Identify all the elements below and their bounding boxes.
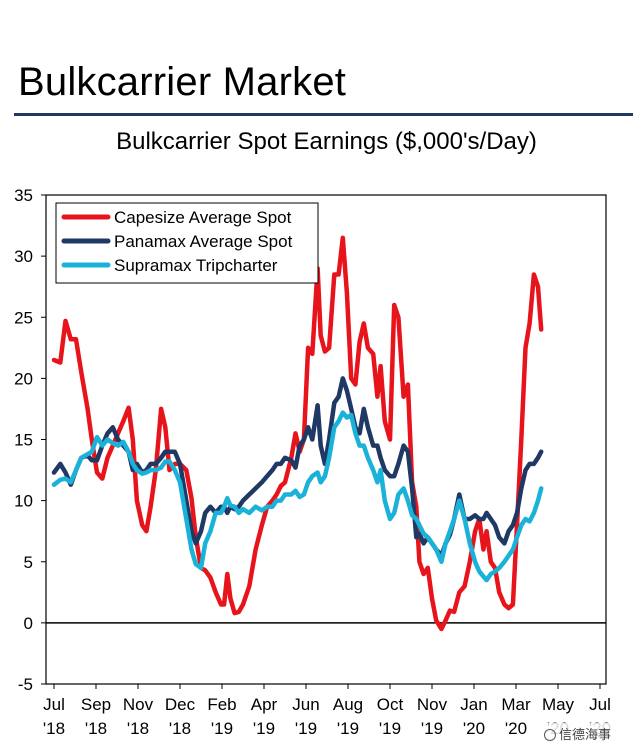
x-tick-label: Nov bbox=[123, 695, 154, 714]
x-tick-label: Jul bbox=[43, 695, 65, 714]
chart-legend: Capesize Average Spot Panamax Average Spo… bbox=[55, 202, 319, 284]
y-tick-label: 5 bbox=[24, 553, 33, 572]
x-tick-label: Jun bbox=[292, 695, 319, 714]
series-line-1 bbox=[51, 235, 544, 632]
x-tick-label: Jan bbox=[460, 695, 487, 714]
x-tick-year-label: '19 bbox=[295, 719, 317, 738]
page-title: Bulkcarrier Market bbox=[18, 60, 347, 104]
y-tick-label: -5 bbox=[18, 675, 33, 694]
y-tick-label: 30 bbox=[14, 247, 33, 266]
title-rule bbox=[14, 113, 633, 116]
y-tick-label: 0 bbox=[24, 614, 33, 633]
y-tick-label: 20 bbox=[14, 369, 33, 388]
x-tick-year-label: '18 bbox=[127, 719, 149, 738]
x-tick-year-label: '19 bbox=[421, 719, 443, 738]
x-tick-label: Dec bbox=[165, 695, 196, 714]
watermark: 信德海事 bbox=[539, 723, 615, 744]
chart-title: Bulkcarrier Spot Earnings ($,000's/Day) bbox=[116, 128, 537, 155]
watermark-text: 信德海事 bbox=[558, 727, 611, 742]
x-tick-label: Jul bbox=[589, 695, 611, 714]
x-tick-year-label: '18 bbox=[43, 719, 65, 738]
legend-label: Panamax Average Spot bbox=[114, 232, 293, 251]
x-tick-label: Feb bbox=[207, 695, 236, 714]
x-tick-year-label: '18 bbox=[85, 719, 107, 738]
x-tick-label: Mar bbox=[501, 695, 531, 714]
x-tick-year-label: '20 bbox=[463, 719, 485, 738]
x-tick-year-label: '19 bbox=[211, 719, 233, 738]
x-tick-year-label: '20 bbox=[505, 719, 527, 738]
x-tick-label: Apr bbox=[251, 695, 278, 714]
y-tick-label: 35 bbox=[14, 186, 33, 205]
chart-axes: -5 0 5 10 15 20 25 30 35 Jul '18 Sep '18 Nov '18 Dec '18… bbox=[14, 186, 611, 738]
x-tick-label: Aug bbox=[333, 695, 363, 714]
legend-label: Capesize Average Spot bbox=[114, 208, 292, 227]
x-tick-label: Oct bbox=[377, 695, 404, 714]
wechat-icon bbox=[543, 729, 556, 741]
legend-label: Supramax Tripcharter bbox=[114, 256, 278, 275]
x-tick-year-label: '19 bbox=[379, 719, 401, 738]
y-tick-label: 15 bbox=[14, 431, 33, 450]
x-tick-year-label: '18 bbox=[169, 719, 191, 738]
chart-series bbox=[51, 235, 544, 632]
y-tick-label: 10 bbox=[14, 492, 33, 511]
series-line-3 bbox=[51, 410, 544, 583]
x-tick-year-label: '19 bbox=[253, 719, 275, 738]
x-tick-label: Sep bbox=[81, 695, 111, 714]
x-tick-label: May bbox=[542, 695, 575, 714]
x-tick-year-label: '19 bbox=[337, 719, 359, 738]
x-tick-label: Nov bbox=[417, 695, 448, 714]
y-tick-label: 25 bbox=[14, 308, 33, 327]
